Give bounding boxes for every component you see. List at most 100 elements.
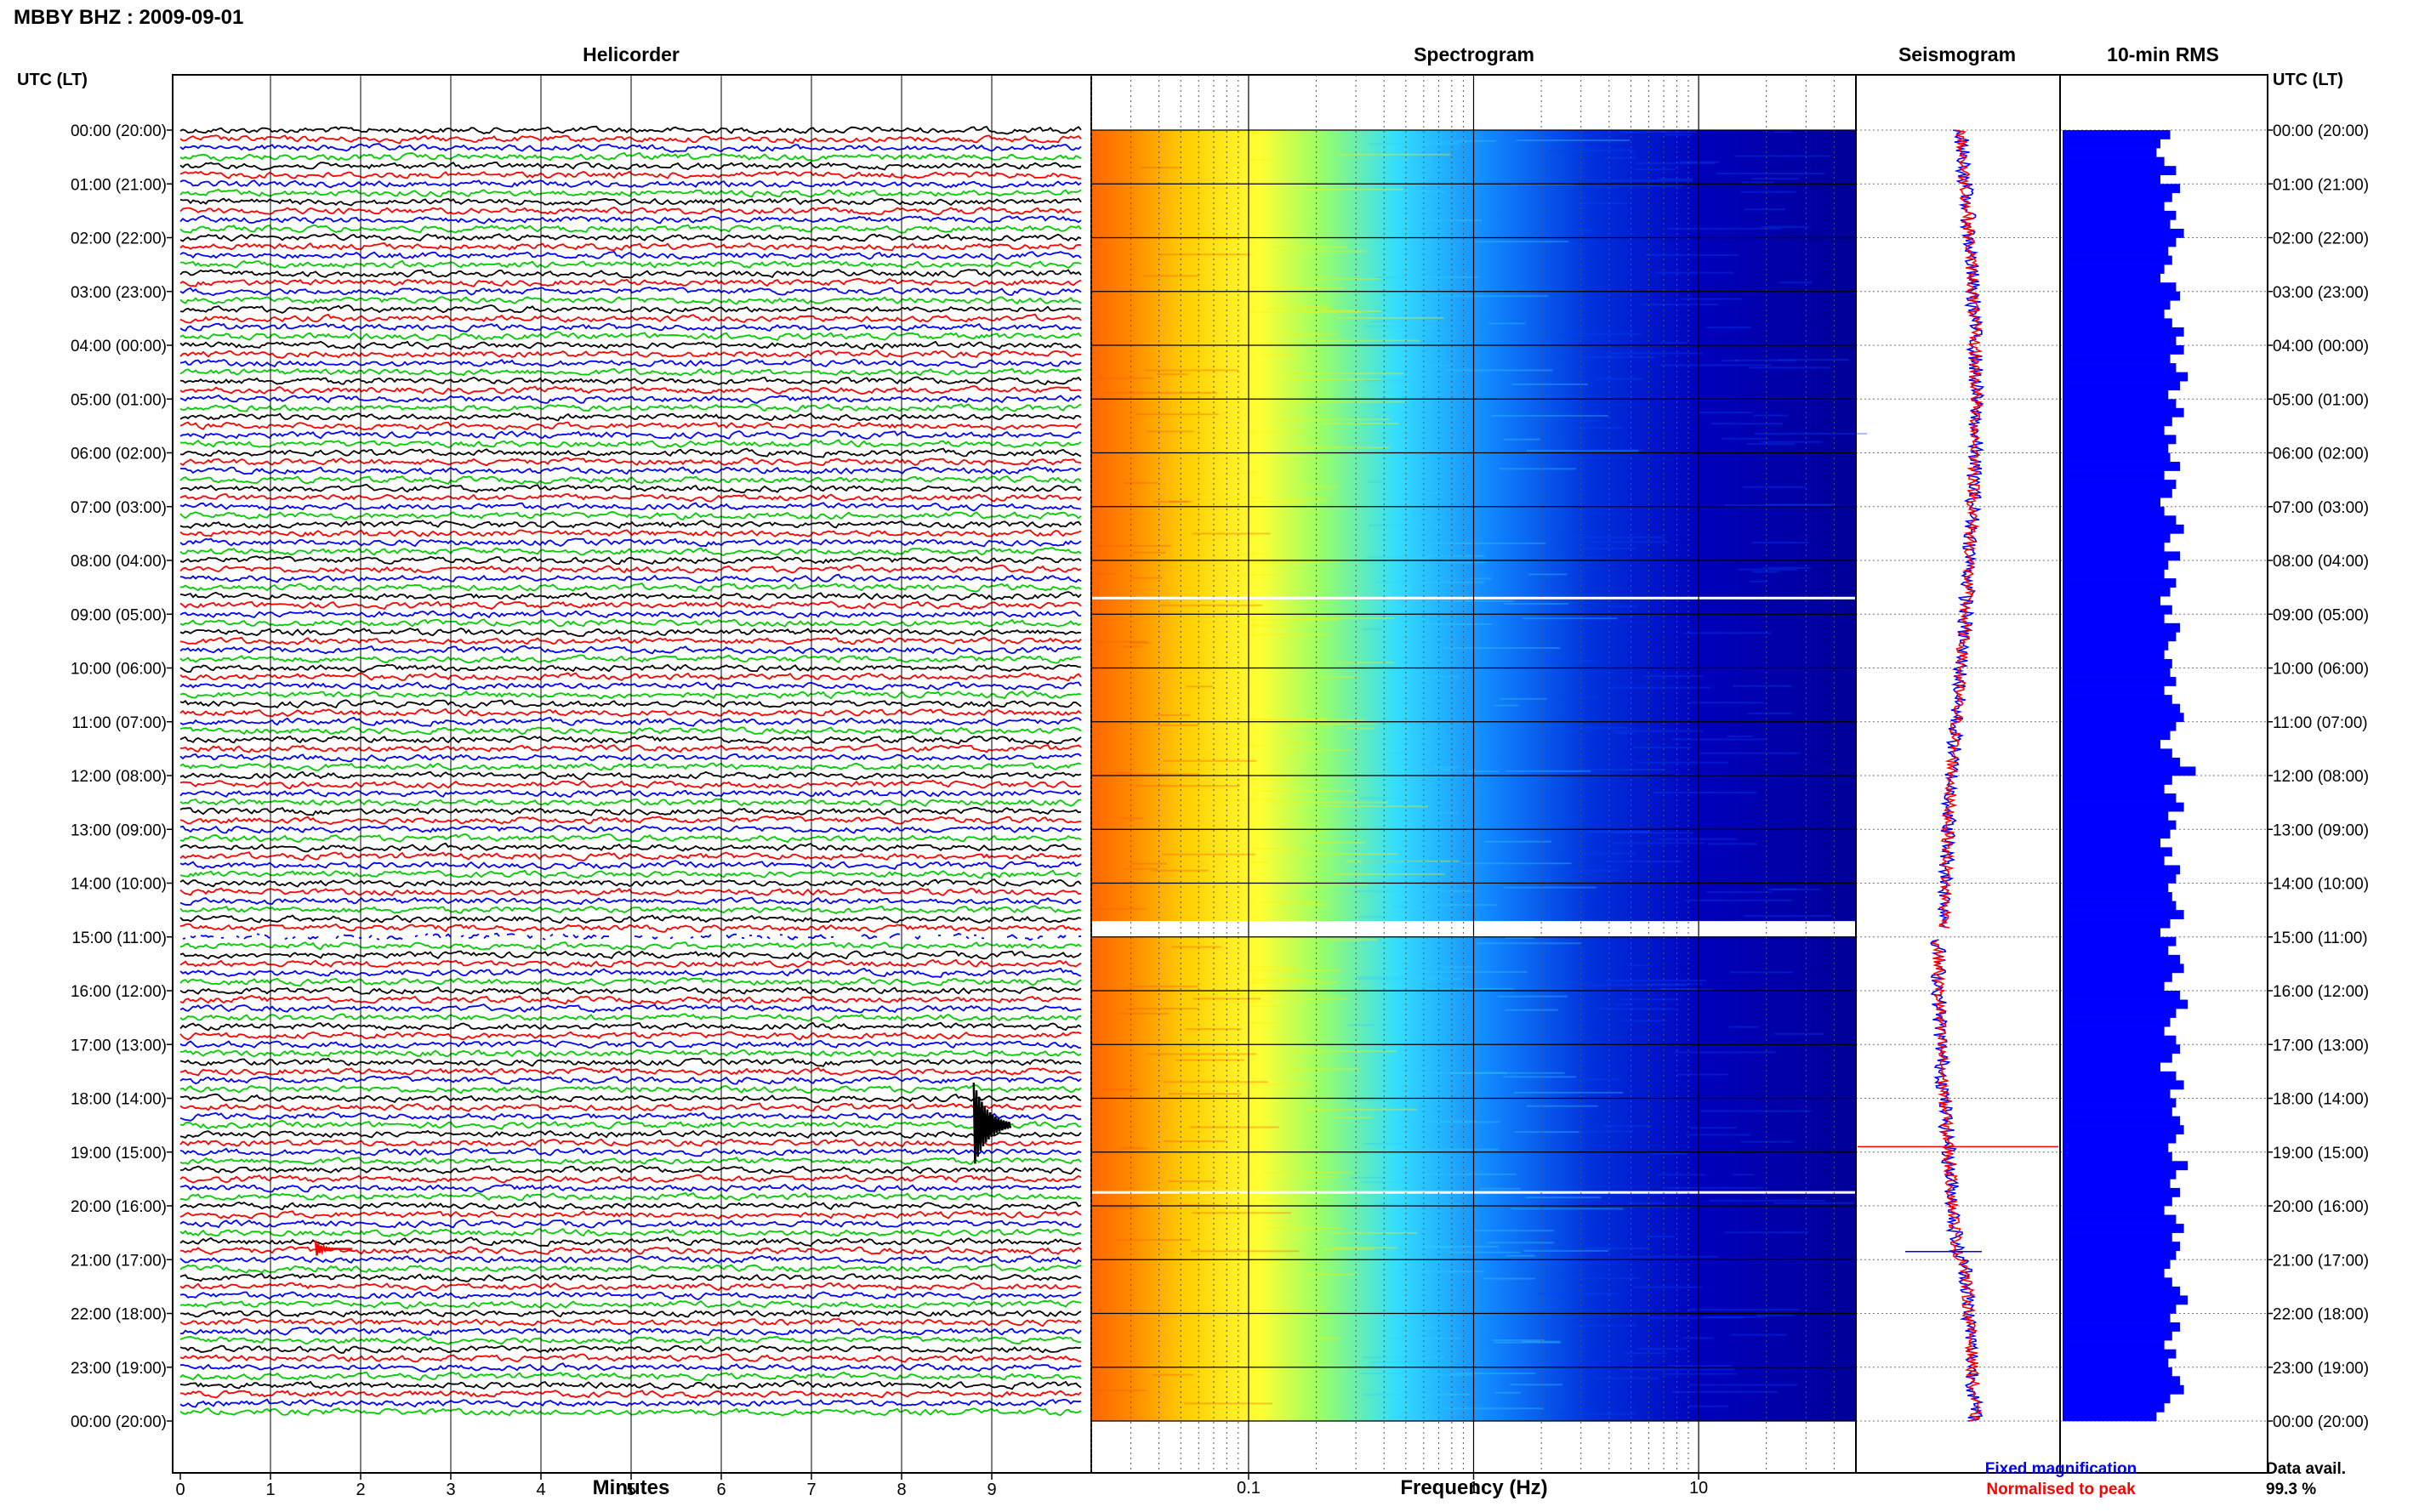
rms-bar — [2063, 847, 2172, 857]
spectrogram-texture — [1299, 486, 1338, 488]
spectrogram-texture — [1320, 676, 1358, 679]
spectrogram-texture — [1171, 946, 1221, 948]
helicorder-event — [314, 1240, 353, 1256]
rms-bar — [2063, 336, 2177, 346]
spectrogram-texture — [1738, 568, 1798, 571]
rms-bar — [2063, 148, 2157, 157]
spectrogram-texture — [1260, 354, 1297, 356]
spectrogram-texture — [1750, 571, 1779, 573]
hour-label-right: 19:00 (15:00) — [2273, 1145, 2369, 1162]
spectrogram-texture — [1255, 560, 1278, 563]
spectrogram-texture — [1404, 364, 1454, 367]
spectrogram-texture — [1279, 418, 1391, 421]
rms-bar — [2063, 596, 2160, 606]
rms-bar — [2063, 506, 2165, 516]
spectrogram-texture — [1191, 1250, 1300, 1253]
spectrogram-texture — [1208, 861, 1267, 863]
spectrogram-texture — [1484, 840, 1552, 843]
hour-label-right: 04:00 (00:00) — [2273, 338, 2369, 355]
spectrogram-texture — [1168, 1093, 1242, 1095]
spectrogram-texture — [1708, 843, 1757, 845]
minutes-axis-label: Minutes — [593, 1476, 670, 1499]
spectrogram-texture — [1479, 1187, 1521, 1190]
hour-label-left: 16:00 (12:00) — [71, 983, 167, 1001]
spectrogram-texture — [1742, 486, 1807, 488]
spectrogram-texture — [1255, 966, 1296, 969]
rms-bar — [2063, 802, 2184, 812]
spectrogram-texture — [1117, 1239, 1191, 1242]
spectrogram-texture — [1610, 352, 1704, 355]
spectrogram-texture — [1403, 1245, 1499, 1248]
spectrogram-texture — [1284, 378, 1331, 381]
hour-label-right: 05:00 (01:00) — [2273, 391, 2369, 409]
spectrogram-texture — [1366, 556, 1431, 559]
spectrogram-texture — [1140, 167, 1182, 169]
spectrogram-texture — [1246, 287, 1344, 289]
time-axis-label-right: UTC (LT) — [2273, 71, 2343, 89]
spectrogram-texture — [1476, 942, 1582, 945]
spectrogram-texture — [1322, 805, 1428, 808]
spectrogram-texture — [1517, 139, 1631, 142]
spectrogram-texture — [1774, 1032, 1824, 1035]
rms-bar — [2063, 605, 2172, 615]
spectrogram-texture — [1494, 1391, 1521, 1394]
spectrogram-texture — [1376, 276, 1479, 279]
spectrogram-texture — [1296, 719, 1365, 721]
spectrogram-texture — [1269, 883, 1369, 885]
spectrogram-texture — [1362, 860, 1420, 862]
spectrogram-texture — [1545, 719, 1587, 721]
spectrogram-texture — [1415, 1173, 1517, 1175]
spectrogram-texture — [1749, 367, 1830, 369]
spectrogram-title: Spectrogram — [1414, 43, 1534, 65]
data-availability-value: 99.3 % — [2266, 1481, 2316, 1498]
rms-bar — [2063, 1313, 2171, 1323]
spectrogram-texture — [1646, 1235, 1675, 1237]
spectrogram-texture — [1733, 685, 1792, 687]
rms-bar — [2063, 713, 2184, 723]
rms-bar — [2063, 892, 2172, 901]
rms-bar — [2063, 622, 2180, 633]
spectrogram-texture — [1162, 853, 1255, 855]
rms-bar — [2063, 1143, 2169, 1153]
spectrogram-texture — [1102, 1089, 1139, 1091]
spectrogram-texture — [1556, 356, 1655, 359]
spectrogram-texture — [1094, 907, 1146, 910]
hour-label-left: 21:00 (17:00) — [71, 1252, 167, 1270]
spectrogram-texture — [1279, 998, 1349, 1000]
spectrogram-texture — [1699, 411, 1753, 413]
spectrogram-texture — [1467, 770, 1500, 773]
spectrogram-texture — [1514, 1091, 1624, 1094]
spectrogram-texture — [1503, 886, 1597, 889]
rms-bar — [2063, 1402, 2165, 1413]
spectrogram-texture — [1545, 660, 1596, 662]
spectrogram-texture — [1709, 1199, 1825, 1202]
spectrogram-texture — [1753, 414, 1788, 417]
spectrogram-gridlines — [1090, 75, 2268, 1473]
rms-bar — [2063, 255, 2172, 265]
rms-bar — [2063, 632, 2177, 642]
spectrogram-texture — [1232, 718, 1322, 720]
spectrogram-texture — [1347, 1099, 1431, 1101]
rms-bar — [2063, 1062, 2160, 1072]
spectrogram-texture — [1428, 542, 1546, 544]
spectrogram-texture — [1555, 333, 1642, 335]
spectrogram-texture — [1614, 832, 1693, 834]
rms-bar — [2063, 1340, 2165, 1350]
spectrogram-texture — [1627, 1202, 1664, 1205]
spectrogram-texture — [1363, 1142, 1404, 1145]
rms-bar — [2063, 247, 2169, 256]
spectrogram-texture — [1774, 131, 1792, 134]
spectrogram-texture — [1167, 1180, 1217, 1183]
rms-bar — [2063, 139, 2160, 149]
spectrogram-texture — [1599, 179, 1693, 182]
spectrogram-texture — [1674, 1051, 1776, 1054]
rms-bar — [2063, 1349, 2177, 1359]
spectrogram-texture — [1392, 1416, 1439, 1418]
spectrogram-texture — [1186, 685, 1214, 688]
spectrogram-texture — [1359, 1373, 1414, 1375]
rms-bar — [2063, 1376, 2180, 1386]
spectrogram-texture — [1778, 359, 1849, 361]
spectrogram-texture — [1779, 281, 1813, 284]
spectrogram-texture — [1423, 1148, 1500, 1151]
spectrogram-texture — [1399, 1120, 1477, 1123]
